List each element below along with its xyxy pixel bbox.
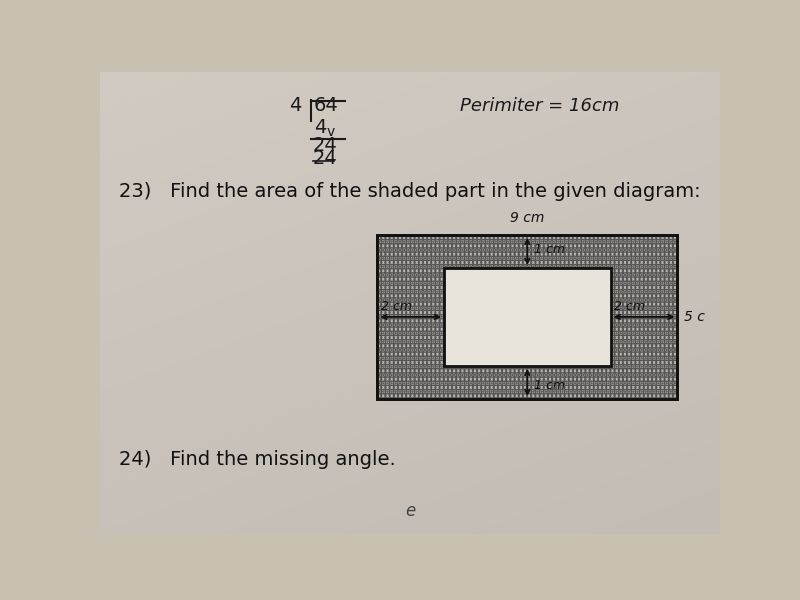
Text: 24)   Find the missing angle.: 24) Find the missing angle. [118,450,395,469]
Bar [444,268,610,366]
Text: 1 cm: 1 cm [534,243,565,256]
Bar [444,268,610,366]
Text: 2 cm: 2 cm [381,301,412,313]
Text: 23)   Find the area of the shaded part in the given diagram:: 23) Find the area of the shaded part in … [118,182,700,201]
Text: 64: 64 [314,96,338,115]
Text: 4: 4 [289,96,302,115]
Text: 2 cm: 2 cm [614,301,645,313]
Bar [378,235,678,399]
Bar [378,235,678,399]
Text: 5 c: 5 c [684,310,705,324]
Text: 4: 4 [314,118,326,137]
Text: v: v [327,125,335,139]
Text: 24: 24 [313,136,338,155]
Bar [378,235,678,399]
Bar [378,235,678,399]
Text: 9 cm: 9 cm [510,211,545,225]
Text: 24: 24 [313,149,338,169]
Text: Perimiter = 16cm: Perimiter = 16cm [459,97,619,115]
Text: 1 cm: 1 cm [534,379,565,392]
Text: e: e [405,502,415,520]
